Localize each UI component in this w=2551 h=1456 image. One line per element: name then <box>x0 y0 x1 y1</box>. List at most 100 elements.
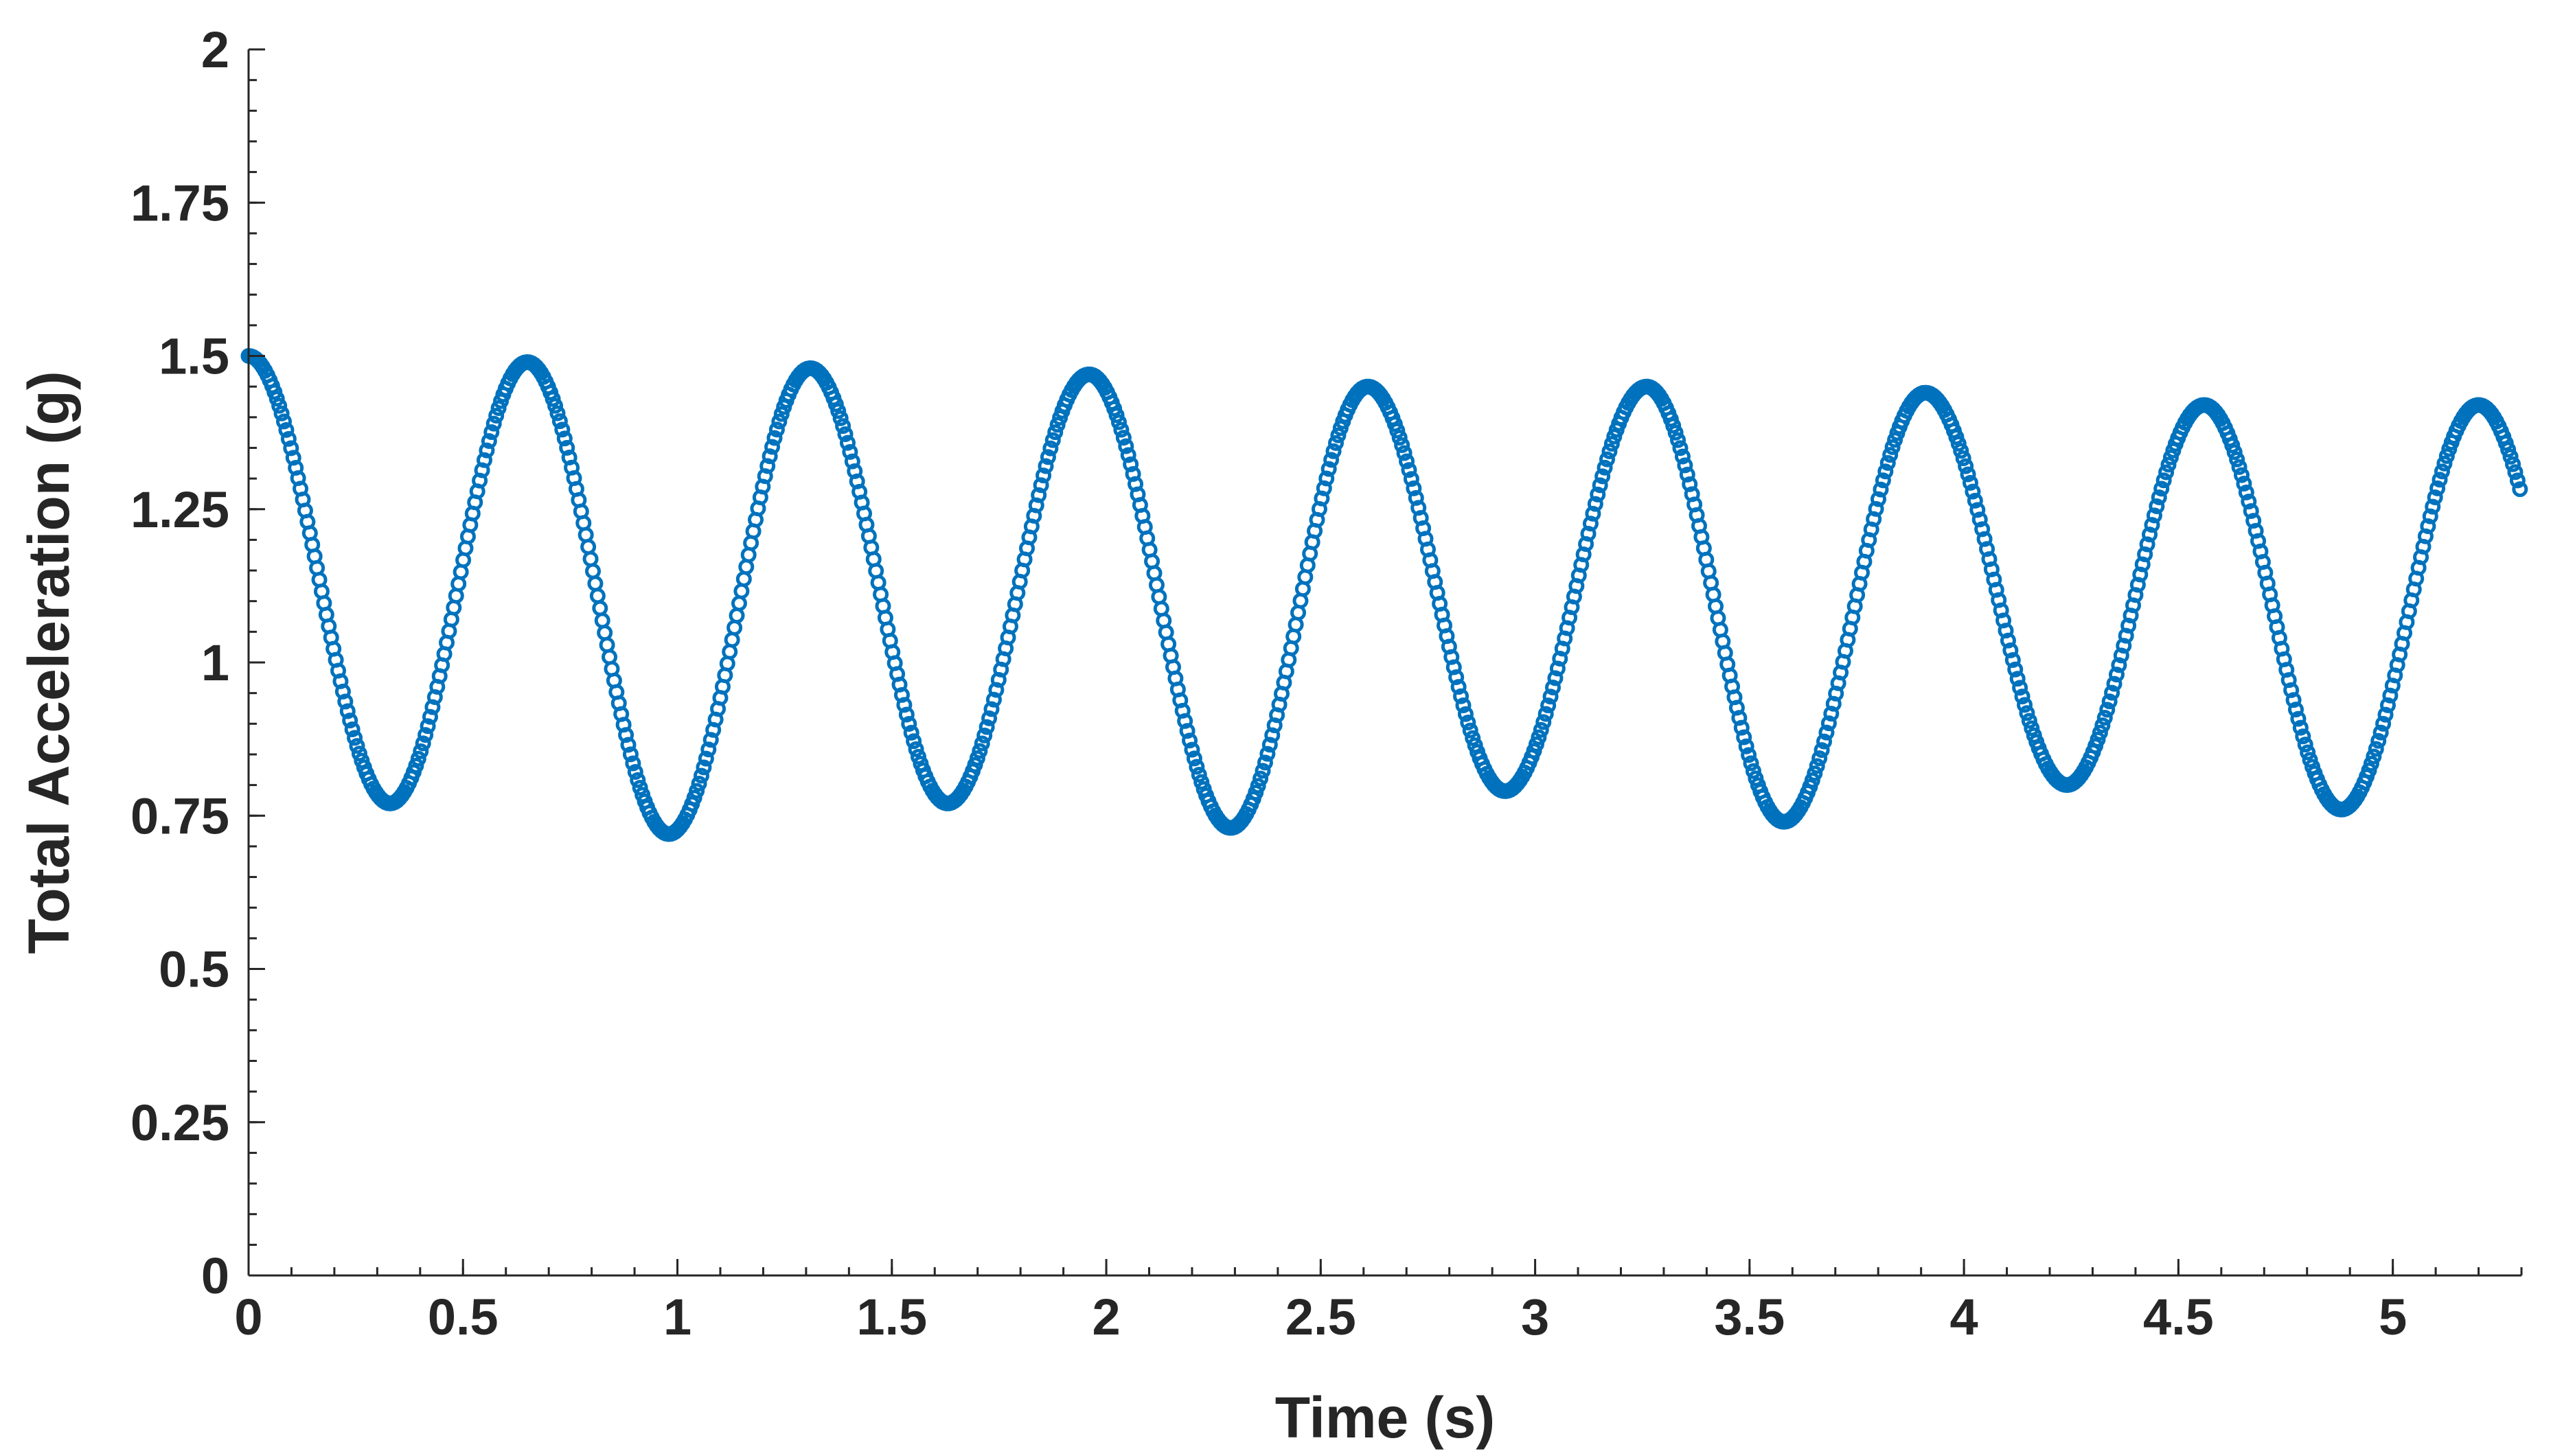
data-point <box>2000 632 2016 649</box>
data-point <box>554 421 571 438</box>
data-point <box>592 600 608 616</box>
data-point <box>1809 758 1825 774</box>
data-point <box>1814 742 1830 759</box>
x-tick-label: 4.5 <box>2143 1289 2214 1345</box>
data-point <box>1542 689 1559 705</box>
data-point <box>1743 755 1759 772</box>
data-point <box>485 415 502 432</box>
data-point <box>410 750 426 767</box>
data-point <box>483 424 500 441</box>
data-point <box>1969 502 1986 518</box>
data-point <box>2300 744 2316 761</box>
data-point <box>1674 448 1691 465</box>
data-point <box>1873 481 1889 498</box>
data-point <box>2146 507 2162 524</box>
data-point <box>2004 652 2021 669</box>
data-point <box>2231 459 2247 475</box>
data-point <box>1316 480 1332 496</box>
data-point <box>1323 452 1340 468</box>
data-point <box>1403 471 1419 487</box>
data-point <box>1264 727 1281 743</box>
data-point <box>1807 765 1823 782</box>
data-point <box>1252 770 1269 787</box>
data-point <box>1460 715 1476 731</box>
data-point <box>2429 480 2446 496</box>
data-point <box>630 772 646 788</box>
data-point <box>2382 687 2399 704</box>
data-point <box>622 746 639 763</box>
data-point <box>2502 448 2519 465</box>
data-point <box>911 748 927 765</box>
data-point <box>559 439 575 456</box>
data-point <box>691 775 707 791</box>
data-point <box>276 413 293 430</box>
y-tick-label: 0.25 <box>130 1094 229 1151</box>
data-point <box>766 430 783 446</box>
data-point <box>1250 778 1266 794</box>
x-axis-title: Time (s) <box>1275 1385 1496 1450</box>
data-point <box>1587 496 1603 512</box>
data-point <box>842 443 858 460</box>
data-point <box>2149 498 2165 514</box>
data-point <box>1044 432 1061 448</box>
data-point <box>344 721 361 738</box>
data-point <box>1531 729 1547 746</box>
data-point <box>551 413 568 430</box>
x-tick-label: 5 <box>2379 1289 2407 1345</box>
data-point <box>2144 517 2160 533</box>
data-point <box>1736 729 1752 746</box>
data-point <box>2379 697 2396 713</box>
data-point <box>2295 728 2311 745</box>
data-point <box>2512 481 2528 498</box>
data-point <box>2236 475 2252 492</box>
data-point <box>1547 670 1564 686</box>
data-point <box>731 595 747 612</box>
data-point <box>1330 427 1347 443</box>
data-point <box>547 397 564 414</box>
data-point <box>556 430 573 447</box>
data-point <box>1877 463 1894 480</box>
data-point <box>1998 623 2014 639</box>
data-point <box>1974 521 1991 538</box>
data-point <box>1599 451 1616 467</box>
data-point <box>1962 474 1978 491</box>
data-point <box>1179 723 1196 739</box>
data-point <box>1950 435 1967 452</box>
data-point <box>1325 443 1342 459</box>
data-point <box>1320 461 1337 477</box>
data-point <box>727 619 743 636</box>
data-point <box>979 719 995 735</box>
data-point <box>1594 468 1611 485</box>
y-axis-title: Total Acceleration (g) <box>16 371 81 954</box>
y-tick-label: 2 <box>201 21 229 78</box>
data-point <box>1261 737 1278 753</box>
data-point <box>1603 436 1620 452</box>
data-point <box>2505 456 2521 472</box>
data-point <box>2425 498 2441 515</box>
data-point <box>773 406 790 422</box>
data-point <box>1457 706 1474 722</box>
data-point <box>2375 715 2392 732</box>
data-point <box>1955 450 1971 467</box>
data-point <box>1879 454 1896 471</box>
data-point <box>2139 536 2155 553</box>
data-point <box>347 730 363 746</box>
data-point <box>490 400 507 417</box>
data-point <box>1545 680 1562 696</box>
data-point <box>2436 455 2453 472</box>
data-point <box>700 741 717 758</box>
series-points <box>240 348 2528 842</box>
data-point <box>1318 470 1335 487</box>
data-point <box>337 693 354 710</box>
data-point <box>724 632 740 648</box>
data-point <box>283 440 299 457</box>
data-point <box>837 426 854 443</box>
y-tick-label: 0 <box>201 1247 229 1304</box>
data-point <box>1592 477 1608 494</box>
data-point <box>1445 659 1462 675</box>
data-point <box>974 735 990 752</box>
data-point <box>1823 706 1840 722</box>
data-point <box>771 413 788 430</box>
data-point <box>835 418 851 435</box>
